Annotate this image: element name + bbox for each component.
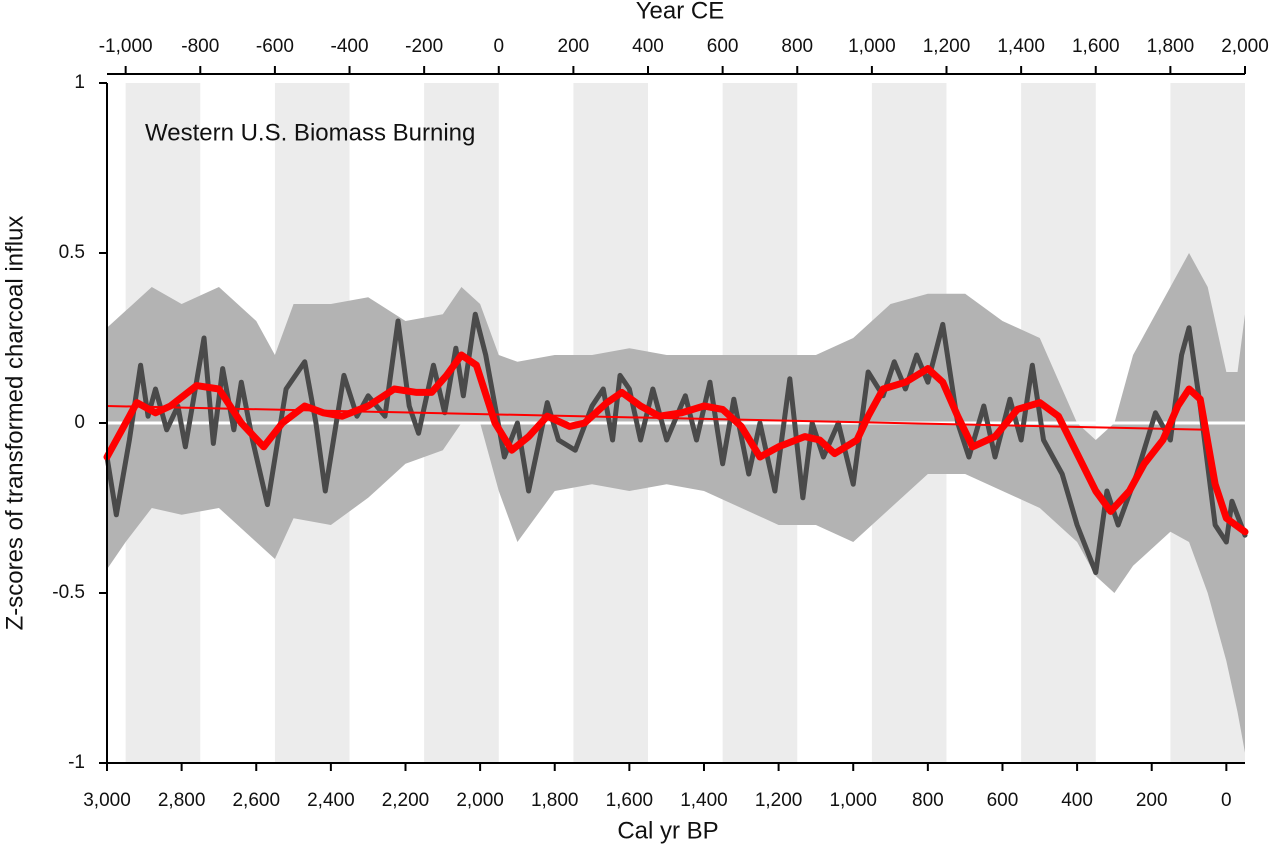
x-tick-label: 2,200 — [382, 790, 430, 811]
y-tick-label: 0.5 — [59, 242, 85, 263]
x2-tick-label: 200 — [558, 36, 590, 57]
x2-tick-label: 2,000 — [1221, 36, 1269, 57]
x2-tick-label: -200 — [405, 36, 443, 57]
x2-tick-label: -1,000 — [99, 36, 153, 57]
x2-tick-label: 1,200 — [923, 36, 971, 57]
x-tick-label: 0 — [1221, 790, 1232, 811]
x2-tick-label: -600 — [256, 36, 294, 57]
y-tick-label: -0.5 — [52, 582, 85, 603]
x-tick-label: 1,600 — [606, 790, 654, 811]
y-axis-label: Z-scores of transformed charcoal influx — [1, 216, 28, 631]
x2-tick-label: 1,800 — [1147, 36, 1195, 57]
chart-title: Western U.S. Biomass Burning — [145, 119, 475, 146]
x2-tick-label: 1,600 — [1072, 36, 1120, 57]
y-tick-label: -1 — [68, 752, 85, 773]
x2-tick-label: -400 — [331, 36, 369, 57]
x-tick-label: 600 — [987, 790, 1019, 811]
x-tick-label: 800 — [912, 790, 944, 811]
x2-tick-label: 400 — [632, 36, 664, 57]
x-tick-label: 1,000 — [829, 790, 877, 811]
x-tick-label: 1,800 — [531, 790, 579, 811]
x-tick-label: 1,200 — [755, 790, 803, 811]
line — [104, 311, 1248, 576]
x2-tick-label: 0 — [493, 36, 504, 57]
x-tick-label: 3,000 — [83, 790, 131, 811]
x-axis-label: Cal yr BP — [617, 817, 718, 844]
y-tick-label: 0 — [74, 412, 85, 433]
x2-tick-label: 800 — [781, 36, 813, 57]
x-tick-label: 2,000 — [456, 790, 504, 811]
x-tick-label: 2,600 — [232, 790, 280, 811]
x-tick-label: 200 — [1136, 790, 1168, 811]
y-tick-label: 1 — [74, 72, 85, 93]
line — [103, 351, 1249, 536]
x-tick-label: 2,800 — [158, 790, 206, 811]
x2-axis-label: Year CE — [636, 0, 725, 24]
x2-tick-label: 1,000 — [848, 36, 896, 57]
x-tick-label: 1,400 — [680, 790, 728, 811]
x2-tick-label: -800 — [181, 36, 219, 57]
x-tick-label: 2,400 — [307, 790, 355, 811]
x2-tick-label: 600 — [707, 36, 739, 57]
x2-tick-label: 1,400 — [997, 36, 1045, 57]
x-tick-label: 400 — [1061, 790, 1093, 811]
